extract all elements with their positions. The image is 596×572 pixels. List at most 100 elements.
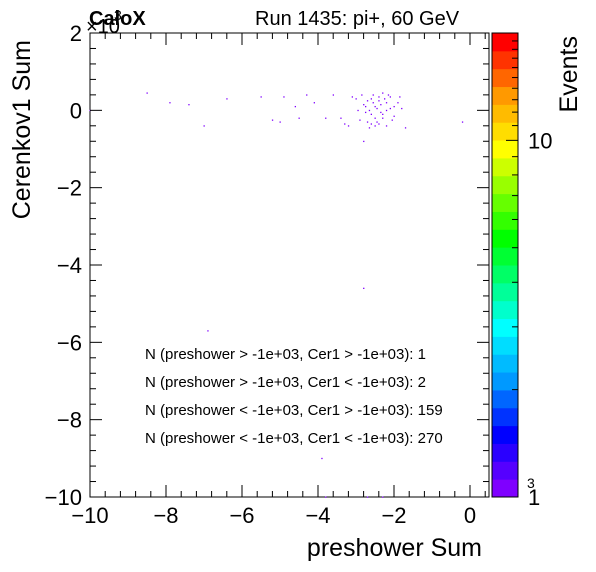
data-bin	[332, 94, 334, 96]
data-bin	[363, 287, 365, 289]
y-axis-title: Cerenkov1 Sum	[8, 40, 36, 219]
data-bin	[370, 123, 372, 125]
data-bin	[376, 107, 378, 110]
palette-band	[492, 425, 518, 444]
x-axis-title: preshower Sum	[307, 534, 482, 562]
palette-band	[492, 372, 518, 391]
palette-band	[492, 122, 518, 141]
palette-band	[492, 300, 518, 320]
data-bin	[279, 121, 281, 123]
data-bin	[404, 127, 407, 129]
data-bin	[365, 105, 367, 108]
y-multiplier: ×10	[86, 16, 120, 38]
x-multiplier-exponent: 3	[527, 475, 535, 491]
calox-tag: CaloX	[89, 8, 146, 30]
plot-frame	[89, 32, 490, 498]
palette-band	[492, 193, 518, 212]
palette-band	[492, 157, 518, 177]
data-bin	[385, 109, 388, 112]
palette-band	[492, 479, 518, 498]
palette-band	[492, 211, 518, 230]
palette-band	[492, 247, 518, 266]
palette-band	[492, 140, 518, 159]
data-bin	[283, 96, 285, 98]
data-bin	[359, 119, 361, 121]
palette-band	[492, 86, 518, 105]
palette-band	[492, 389, 518, 409]
data-bin	[401, 107, 403, 110]
data-bin	[385, 102, 388, 104]
data-bin	[370, 113, 372, 115]
data-bin	[378, 96, 380, 98]
data-bin	[384, 98, 386, 100]
data-bin	[207, 330, 209, 332]
data-bin	[387, 94, 390, 96]
data-bin	[382, 113, 384, 115]
data-bin	[378, 100, 380, 102]
palette-band	[492, 407, 518, 427]
data-bin	[366, 496, 369, 498]
y-tick-label: −10	[45, 485, 82, 510]
data-bin	[382, 117, 384, 119]
data-bin	[376, 121, 378, 123]
data-bin	[372, 94, 374, 96]
palette-band	[492, 229, 518, 248]
data-bin	[340, 117, 342, 119]
data-bin	[325, 117, 327, 119]
y-tick-label: −4	[57, 253, 82, 278]
palette-band	[492, 68, 518, 88]
y-tick-label: −2	[57, 176, 82, 201]
data-bin	[378, 123, 380, 125]
data-bin	[370, 98, 372, 100]
data-bin	[368, 109, 371, 112]
data-bin	[372, 102, 374, 104]
data-bin	[374, 125, 376, 127]
data-bin	[382, 496, 384, 498]
data-bin	[380, 111, 382, 114]
z-tick-label: 10	[528, 128, 552, 153]
data-bin	[361, 94, 363, 96]
data-bin	[366, 121, 369, 123]
palette-band	[492, 175, 518, 195]
data-bin	[368, 127, 371, 129]
data-bin	[355, 98, 357, 100]
x-tick-label: −10	[71, 503, 108, 528]
data-bin	[389, 107, 391, 110]
palette-band	[492, 461, 518, 480]
data-bin	[325, 496, 327, 498]
y-tick-label: 2	[70, 21, 82, 46]
z-axis-title: Events	[555, 36, 583, 112]
palette-band	[492, 282, 518, 302]
data-bin	[382, 92, 384, 94]
data-bin	[271, 119, 274, 121]
data-bin	[374, 105, 376, 108]
data-bin	[203, 125, 205, 127]
x-tick-label: −4	[305, 503, 330, 528]
data-bin	[461, 121, 464, 123]
palette-band	[492, 354, 518, 373]
data-bin	[146, 92, 148, 94]
x-tick-label: −2	[381, 503, 406, 528]
palette-band	[492, 336, 518, 355]
annotation-2: N (preshower > -1e+03, Cer1 < -1e+03): 2	[145, 374, 426, 391]
data-bin	[188, 104, 190, 106]
z-tick-label: 1	[528, 485, 540, 510]
data-bin	[351, 96, 353, 98]
annotation-1: N (preshower > -1e+03, Cer1 > -1e+03): 1	[145, 346, 426, 363]
data-bin	[363, 104, 365, 106]
palette-band	[492, 265, 518, 284]
data-bin	[399, 96, 401, 98]
data-bin	[260, 96, 262, 98]
y-tick-label: 0	[70, 98, 82, 123]
data-bin	[169, 102, 171, 104]
data-bin	[306, 94, 308, 96]
data-bin	[298, 117, 300, 119]
data-bin	[294, 105, 296, 108]
palette-band	[492, 104, 518, 123]
y-tick-label: −8	[57, 408, 82, 433]
palette-band	[492, 50, 518, 70]
data-bin	[393, 105, 395, 108]
data-bin	[363, 140, 365, 143]
chart-title: Run 1435: pi+, 60 GeV	[255, 8, 460, 30]
x-tick-label: −8	[153, 503, 178, 528]
